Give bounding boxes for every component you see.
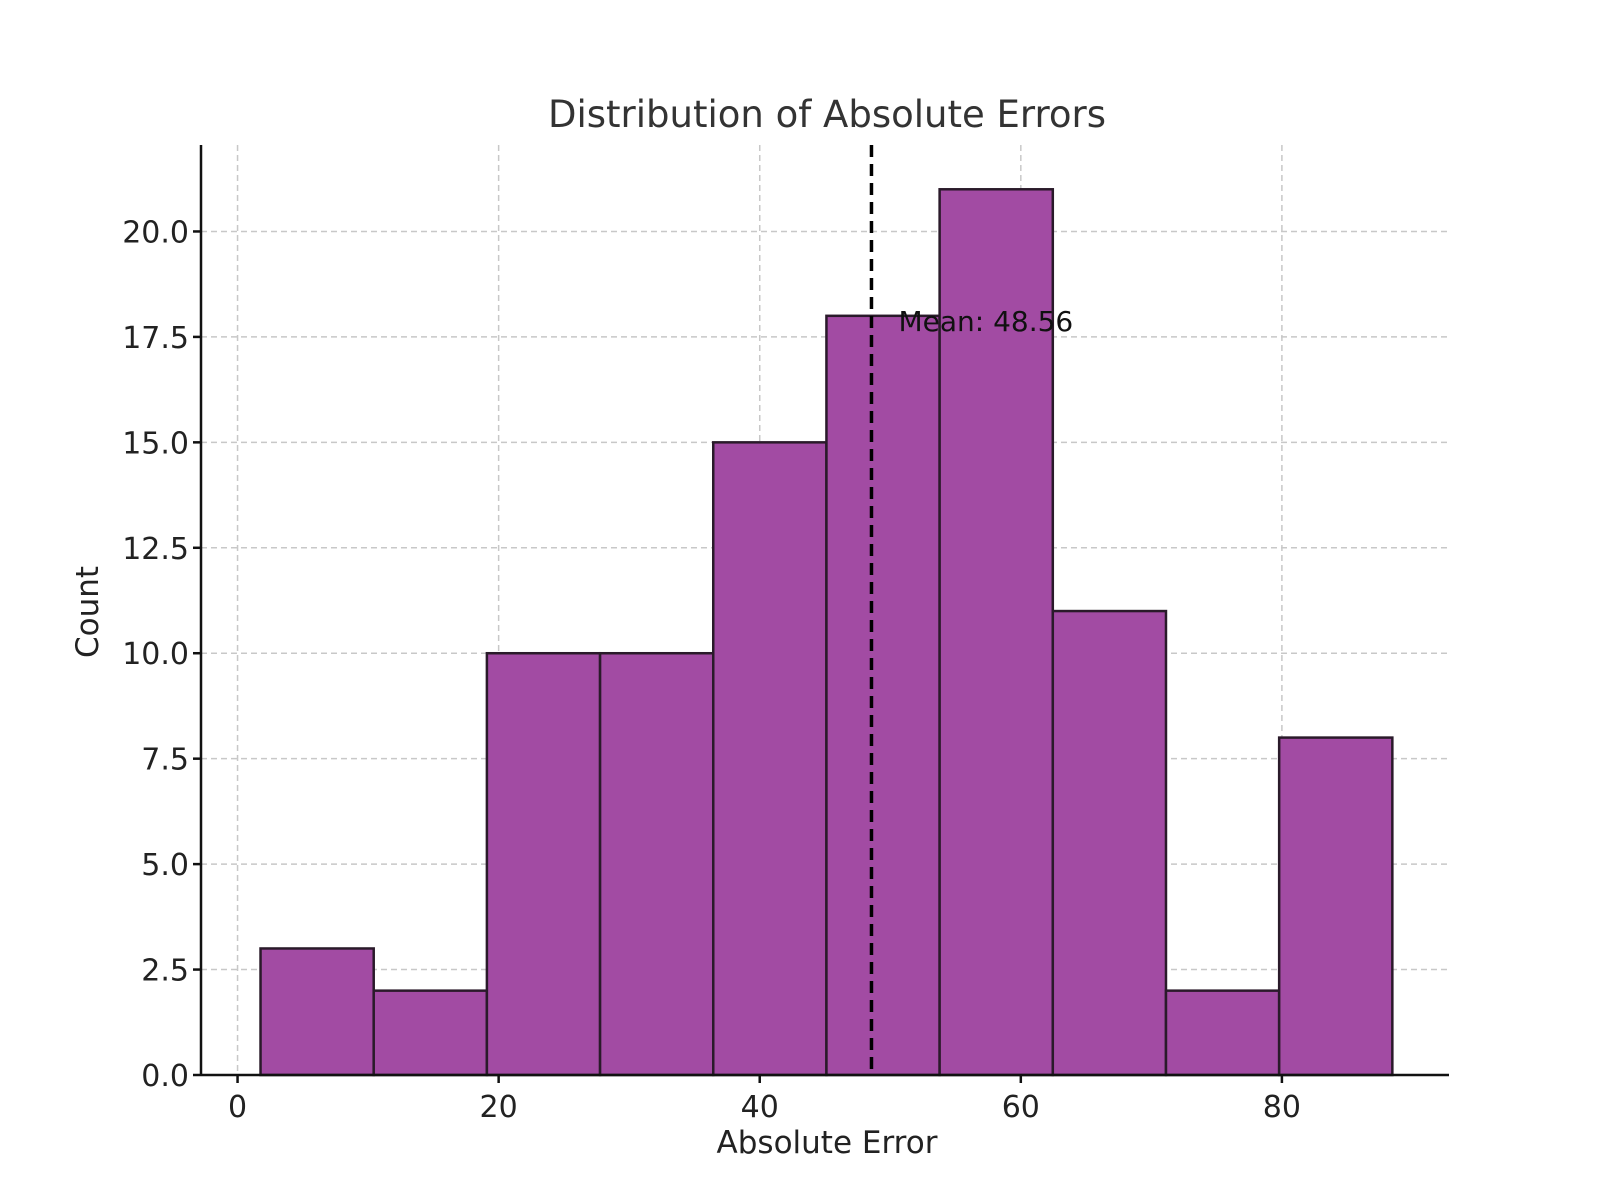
y-tick-label: 17.5: [122, 321, 189, 356]
x-tick-label: 80: [1263, 1090, 1301, 1125]
y-tick-label: 0.0: [141, 1059, 189, 1094]
histogram-bar: [825, 314, 941, 1077]
histogram-bar: [259, 947, 375, 1077]
x-axis-title: Absolute Error: [717, 1125, 938, 1161]
histogram-bar: [1277, 736, 1394, 1077]
histogram-bar: [938, 188, 1055, 1077]
y-axis-title: Count: [70, 566, 106, 658]
histogram-bar: [372, 989, 489, 1077]
x-tick-label: 0: [228, 1090, 247, 1125]
chart-title: Distribution of Absolute Errors: [548, 93, 1106, 136]
y-tick-label: 10.0: [122, 637, 189, 672]
histogram-bars: [259, 188, 1394, 1077]
y-tick-label: 2.5: [141, 954, 189, 989]
histogram-bar: [712, 441, 828, 1077]
y-tick-label: 20.0: [122, 215, 189, 250]
histogram-bar: [1051, 609, 1168, 1077]
mean-marker: Mean: 48.56: [869, 145, 1073, 1075]
histogram-bar: [598, 651, 715, 1077]
y-axis-ticks: 0.0 2.5 5.0 7.5 10.0 12.5 15.0 17.5 20.0: [122, 215, 201, 1094]
x-tick-label: 60: [1002, 1090, 1040, 1125]
axes: [199, 145, 1449, 1077]
y-tick-label: 5.0: [141, 848, 189, 883]
y-tick-label: 15.0: [122, 426, 189, 461]
y-tick-label: 12.5: [122, 532, 189, 567]
x-tick-label: 40: [741, 1090, 779, 1125]
histogram-bar: [485, 651, 602, 1077]
histogram-bar: [1164, 989, 1281, 1077]
x-axis-ticks: 0 20 40 60 80: [228, 1075, 1301, 1125]
y-tick-label: 7.5: [141, 743, 189, 778]
mean-annotation: Mean: 48.56: [898, 305, 1073, 338]
x-tick-label: 20: [480, 1090, 518, 1125]
